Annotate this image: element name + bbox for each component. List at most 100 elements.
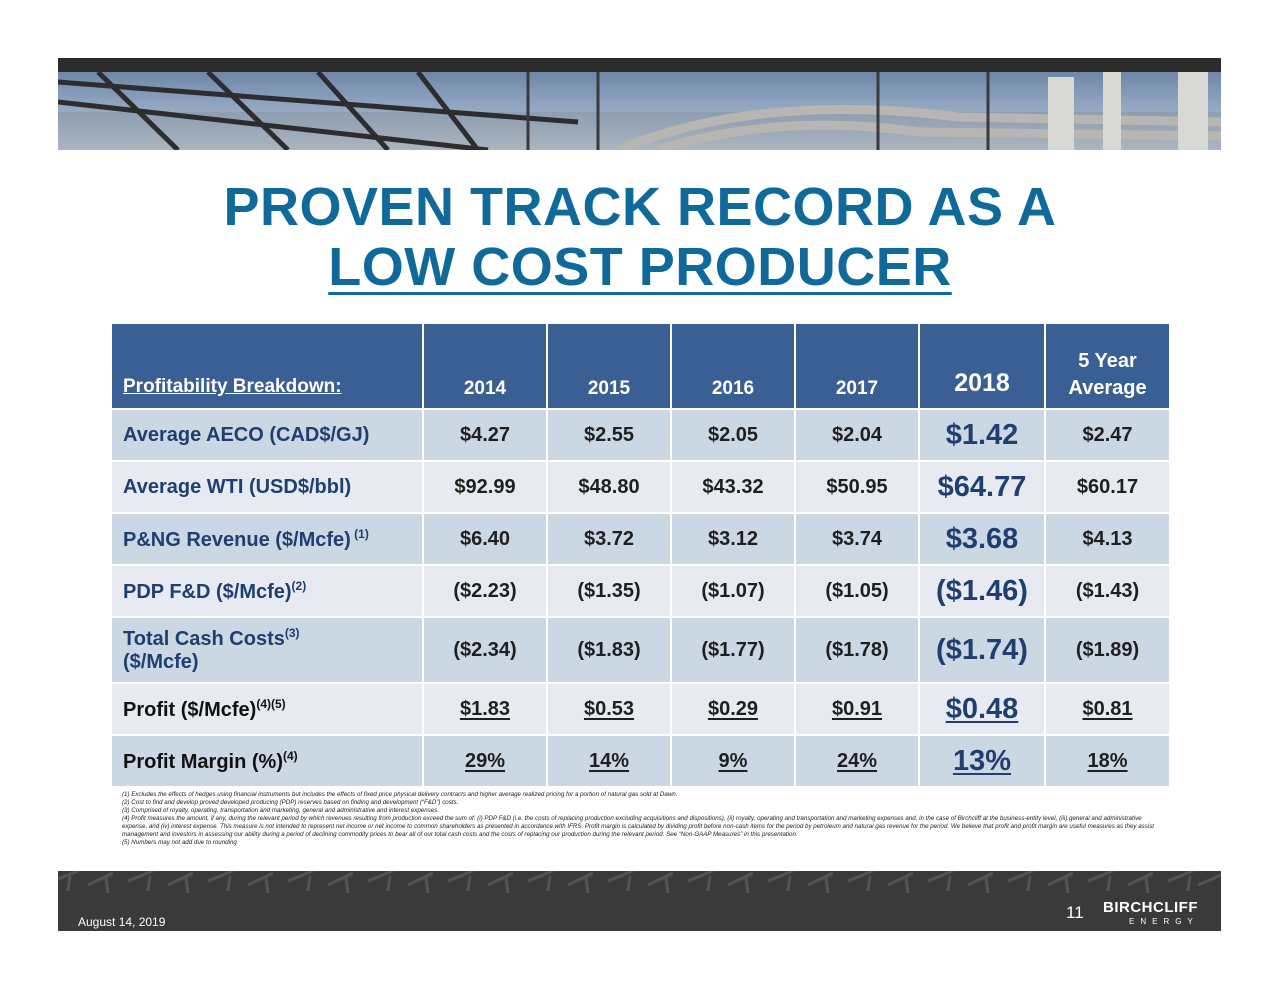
table-cell-value: 29% [464,749,506,772]
slide-title-line2: LOW COST PRODUCER [0,236,1280,298]
table-cell: ($1.78) [794,616,920,684]
header-year: 2017 [794,322,920,410]
logo-wordmark: BIRCHCLIFF [1103,899,1198,916]
table-cell: 14% [546,734,672,788]
header-label-cell: Profitability Breakdown: [110,322,424,410]
table-row: Average AECO (CAD$/GJ) $4.27 $2.55 $2.05… [110,408,1171,462]
header-photo-pipes [58,72,1221,150]
footnote: (5) Numbers may not add due to rounding [122,839,237,846]
table-cell-value: $0.81 [1082,697,1133,720]
footnote: (4) Profit measures the amount, if any, … [122,815,1155,838]
table-cell-highlight: $64.77 [918,460,1046,514]
table-row: Profit Margin (%)(4) 29% 14% 9% 24% 13% … [110,734,1171,788]
slide-title-underlined: LOW COST PRODUCER [328,237,952,297]
table-cell: $0.53 [546,682,672,736]
table-cell: ($2.34) [422,616,548,684]
row-label-text: PDP F&D ($/Mcfe) [123,580,292,603]
table-cell: $2.47 [1044,408,1171,462]
table-cell: ($1.83) [546,616,672,684]
table-cell: $48.80 [546,460,672,514]
table-cell: ($1.89) [1044,616,1171,684]
row-label: PDP F&D ($/Mcfe)(2) [110,564,424,618]
table-cell: ($1.43) [1044,564,1171,618]
table-cell-highlight: ($1.74) [918,616,1046,684]
table-cell-value: $1.83 [459,697,511,720]
header-year: 2015 [546,322,672,410]
row-label-text: Average WTI (USD$/bbl) [123,475,352,498]
page-number: 11 [1066,903,1084,922]
table-cell-value: $0.53 [583,697,635,720]
top-bar [58,58,1221,72]
logo-subtitle: ENERGY [1129,917,1199,926]
row-label-text: Profit Margin (%) [123,750,283,773]
row-label: P&NG Revenue ($/Mcfe) (1) [110,512,424,566]
row-label-text: Average AECO (CAD$/GJ) [123,423,370,446]
table-row: PDP F&D ($/Mcfe)(2) ($2.23) ($1.35) ($1.… [110,564,1171,618]
table-cell: ($2.23) [422,564,548,618]
header-year: 2014 [422,322,548,410]
footer-date: August 14, 2019 [78,915,166,929]
footer-bar [58,871,1221,931]
table-cell: ($1.07) [670,564,796,618]
table-cell-highlight: $3.68 [918,512,1046,566]
footnote-ref: (1) [350,526,369,541]
table-cell: $3.72 [546,512,672,566]
table-header-row: Profitability Breakdown: 2014 2015 2016 … [110,322,1171,410]
footnote-ref: (4) [283,748,298,763]
table-cell: ($1.05) [794,564,920,618]
table-cell: $43.32 [670,460,796,514]
table-cell-value: $0.91 [831,697,883,720]
header-average-line1: 5 Year [1078,350,1137,372]
table-cell: ($1.35) [546,564,672,618]
table-cell: $60.17 [1044,460,1171,514]
table-row: Profit ($/Mcfe)(4)(5) $1.83 $0.53 $0.29 … [110,682,1171,736]
row-label-unit: ($/Mcfe) [123,651,199,673]
row-label: Total Cash Costs(3) ($/Mcfe) [110,616,424,684]
row-label-text: Total Cash Costs [123,628,285,650]
footnote: (3) Comprised of royalty, operating, tra… [122,807,439,814]
table-cell-highlight: $0.48 [918,682,1046,736]
row-label: Average AECO (CAD$/GJ) [110,408,424,462]
footnote-ref: (4)(5) [256,696,286,711]
table-cell-value: 9% [718,749,748,772]
table-cell: 29% [422,734,548,788]
table-cell-value: 18% [1087,749,1128,772]
slide-title-line1: PROVEN TRACK RECORD AS A [223,177,1057,237]
footnote-ref: (3) [284,626,300,640]
row-label: Profit ($/Mcfe)(4)(5) [110,682,424,736]
table-cell: 24% [794,734,920,788]
footnote: (1) Excludes the effects of hedges using… [122,791,678,798]
table-cell: $4.13 [1044,512,1171,566]
table-cell: ($1.77) [670,616,796,684]
table-cell: $3.74 [794,512,920,566]
row-label: Profit Margin (%)(4) [110,734,424,788]
table-row: P&NG Revenue ($/Mcfe) (1) $6.40 $3.72 $3… [110,512,1171,566]
footnotes: (1) Excludes the effects of hedges using… [122,791,1162,847]
table-cell: $0.91 [794,682,920,736]
table-cell-value: $0.29 [707,697,759,720]
table-cell: 18% [1044,734,1171,788]
row-label-text: P&NG Revenue ($/Mcfe) [123,528,351,551]
table-row: Average WTI (USD$/bbl) $92.99 $48.80 $43… [110,460,1171,514]
table-cell-highlight: 13% [918,734,1046,788]
table-cell-value: 13% [952,744,1012,777]
table-cell-value: 14% [588,749,630,772]
table-row: Total Cash Costs(3) ($/Mcfe) ($2.34) ($1… [110,616,1171,684]
footnote: (2) Cost to find and develop proved deve… [122,799,459,806]
row-label: Average WTI (USD$/bbl) [110,460,424,514]
table-cell-highlight: ($1.46) [918,564,1046,618]
header-year-highlight: 2018 [918,322,1046,410]
table-cell: $3.12 [670,512,796,566]
footnote-ref: (2) [291,578,307,593]
header-average: 5 Year Average [1044,322,1171,410]
table-cell: $1.83 [422,682,548,736]
table-cell: 9% [670,734,796,788]
header-average-line2: Average [1068,377,1147,399]
header-year: 2016 [670,322,796,410]
table-cell: $2.55 [546,408,672,462]
table-cell: $6.40 [422,512,548,566]
table-cell: $4.27 [422,408,548,462]
table-cell-value: $0.48 [945,692,1019,725]
table-cell: $0.81 [1044,682,1171,736]
birchcliff-logo: BIRCHCLIFF ENERGY [1103,899,1199,926]
